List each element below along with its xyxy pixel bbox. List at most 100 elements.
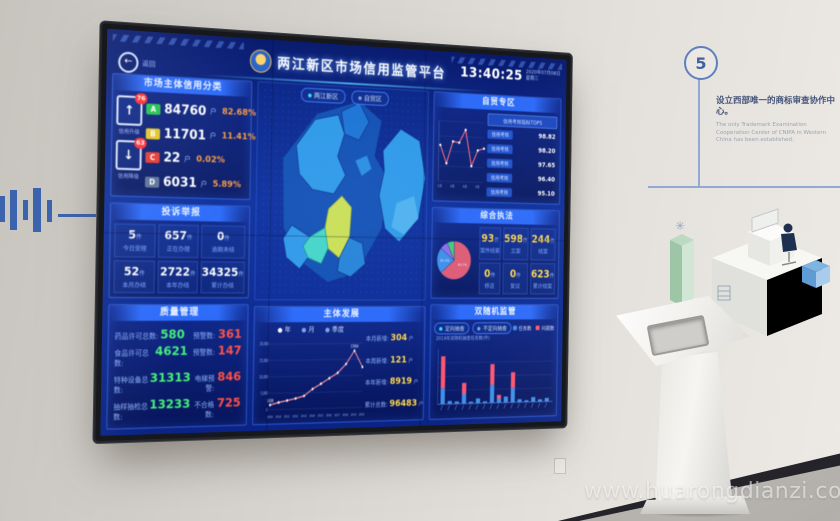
- platform-emblem-icon: ★: [249, 48, 272, 74]
- stat-label: 累计办结: [211, 282, 234, 290]
- stat-label: 立案: [510, 248, 521, 256]
- ftz-value: 97.65: [537, 161, 556, 170]
- stat-cell: 34325件 累计办结: [200, 260, 245, 294]
- legend-month[interactable]: 月: [301, 325, 315, 335]
- credit-row-a: A 84760 户 82.68%: [146, 101, 256, 121]
- map-toggle-ftz[interactable]: 自贸区: [351, 90, 389, 107]
- radio-dot-icon: [324, 327, 330, 332]
- legend-year[interactable]: 年: [277, 325, 291, 335]
- dev-stat-unit: 户: [413, 379, 419, 386]
- list-item: 信用考核 98.20: [487, 142, 557, 157]
- ftz-value: 96.40: [537, 175, 555, 184]
- wall-line-left: [58, 214, 96, 217]
- liangjiang-map[interactable]: [255, 82, 428, 299]
- entity-development-line-chart: 0 5,000 10,000 15,000 20,000 2009 2010 2011 2012…: [259, 342, 366, 419]
- stat-unit: 件: [186, 234, 193, 242]
- svg-text:2020: 2020: [359, 412, 365, 417]
- svg-text:2014: 2014: [309, 413, 315, 418]
- ftz-panel: 自贸专区 1月 3月 5月 7月 信用考核指标TOP5 信用考核 98.82 信用考核 9…: [432, 91, 562, 205]
- video-wall-screen: ★ 两江新区市场信用监管平台 ← 返回 13:40:25 2020年07月08日…: [92, 20, 573, 445]
- radio-dot-icon: [277, 327, 282, 333]
- stat-cell: 0件 移送: [478, 261, 501, 295]
- svg-text:2011: 2011: [284, 414, 290, 419]
- clock-weekday: 星期三: [525, 75, 539, 82]
- stat-label: 案件线索: [480, 248, 500, 255]
- upgrade-count-badge: 76: [134, 93, 148, 105]
- dev-stat-value: 8919: [389, 376, 412, 388]
- toggle-label: 自贸区: [363, 94, 382, 103]
- ftz-line-chart: 1月 3月 5月 7月: [433, 107, 488, 189]
- legend-quarter[interactable]: 季度: [324, 325, 345, 335]
- ftz-tag: 信用考核: [486, 172, 513, 183]
- watermark: www.huarongdianzi.com: [584, 479, 840, 504]
- quality-row: 食品许可总数: 4621 预警数: 147: [114, 343, 242, 369]
- stat-label: 累计结案: [532, 283, 553, 290]
- toggle-undirected-check[interactable]: 不定向抽查: [472, 322, 512, 335]
- stat-label: 本月办结: [122, 281, 147, 289]
- quality-alert-value: 361: [217, 326, 242, 341]
- svg-text:2010: 2010: [275, 414, 281, 419]
- ftz-ranking-list: 信用考核指标TOP5 信用考核 98.82 信用考核 98.20 信用考核 97.65…: [486, 110, 561, 204]
- radio-dot-icon: [439, 326, 443, 331]
- grade-unit: 户: [184, 155, 191, 164]
- kiosk-stand-base: [640, 495, 750, 514]
- stat-value: 657: [164, 228, 188, 243]
- stat-unit: 件: [189, 270, 196, 278]
- quality-value: 4621: [155, 343, 188, 359]
- dev-stat-row: 本月新增: 304 户: [366, 333, 421, 344]
- credit-downgrade-button[interactable]: ↓ 63: [115, 137, 147, 171]
- back-button[interactable]: ← 返回: [118, 51, 156, 74]
- stat-label: 今日受理: [122, 245, 147, 253]
- ftz-tag: 信用考核: [487, 158, 513, 169]
- toggle-label: 定向抽查: [444, 326, 465, 333]
- wall-step-badge: 5: [684, 46, 718, 80]
- stat-unit: 件: [516, 272, 521, 279]
- upgrade-label: 信用升级: [118, 128, 140, 136]
- credit-row-b: B 11701 户 11.41%: [145, 126, 256, 145]
- credit-upgrade-button[interactable]: ↑ 76: [116, 93, 148, 127]
- back-arrow-icon[interactable]: ←: [118, 51, 139, 74]
- legend-label: 任务数: [518, 326, 532, 332]
- map-toggle-liangjiang[interactable]: 两江新区: [300, 87, 346, 104]
- legend-label: 月: [308, 325, 315, 334]
- person-head: [783, 223, 793, 233]
- svg-text:5月: 5月: [463, 185, 468, 189]
- grade-unit: 户: [200, 179, 208, 188]
- legend-label: 季度: [331, 325, 345, 334]
- quality-label: 预警数:: [192, 347, 216, 357]
- radio-dot-icon: [307, 93, 312, 97]
- radio-dot-icon: [301, 327, 306, 333]
- stat-label: 正在办理: [166, 246, 190, 254]
- wall-caption-cn: 设立西部唯一的商标审查协作中心。: [716, 96, 836, 118]
- stat-unit: 件: [522, 238, 528, 245]
- enforcement-panel: 综合执法 63.7% 22.1% 93件 案件线索 598件 立案 244件 结案 0件…: [430, 206, 560, 299]
- svg-text:5,000: 5,000: [261, 391, 269, 396]
- list-item: 信用考核 96.40: [486, 171, 557, 186]
- wall-line-horizontal: [648, 186, 840, 188]
- stat-unit: 件: [549, 272, 555, 280]
- dashboard: ★ 两江新区市场信用监管平台 ← 返回 13:40:25 2020年07月08日…: [100, 28, 567, 436]
- quality-row: 特种设备总数: 31313 电梯预警: 846: [114, 369, 242, 396]
- stat-cell: 5件 今日受理: [114, 223, 156, 258]
- radio-dot-icon: [357, 95, 362, 100]
- toggle-directed-check[interactable]: 定向抽查: [434, 322, 470, 335]
- grade-count: 84760: [164, 102, 207, 119]
- wall-line-vertical: [698, 78, 700, 186]
- stat-label: 移送: [484, 283, 495, 290]
- complaints-panel: 投诉举报 5件 今日受理 657件 正在办理 0件 逾期未结 52件 本月办结 2722…: [108, 202, 251, 299]
- ftz-list-header: 信用考核指标TOP5: [487, 113, 558, 130]
- grade-badge: D: [144, 176, 160, 188]
- map-highlight-yellow: [324, 196, 351, 259]
- list-item: 信用考核 95.10: [486, 186, 557, 201]
- equalizer-bar: [47, 200, 52, 222]
- wall-caption-en: The only Trademark Examination Cooperati…: [716, 122, 827, 144]
- dev-stat-label: 累计总数:: [364, 401, 388, 409]
- wall-outlet: [554, 458, 566, 474]
- quality-panel: 质量管理 药品许可总数: 580 预警数: 361 食品许可总数:: [106, 304, 249, 430]
- legend-swatch-blue: [512, 325, 517, 331]
- svg-text:2012: 2012: [292, 414, 298, 419]
- svg-text:0: 0: [266, 408, 268, 413]
- stat-cell: 623件 累计结案: [529, 262, 556, 295]
- quality-alert-value: 725: [216, 394, 241, 410]
